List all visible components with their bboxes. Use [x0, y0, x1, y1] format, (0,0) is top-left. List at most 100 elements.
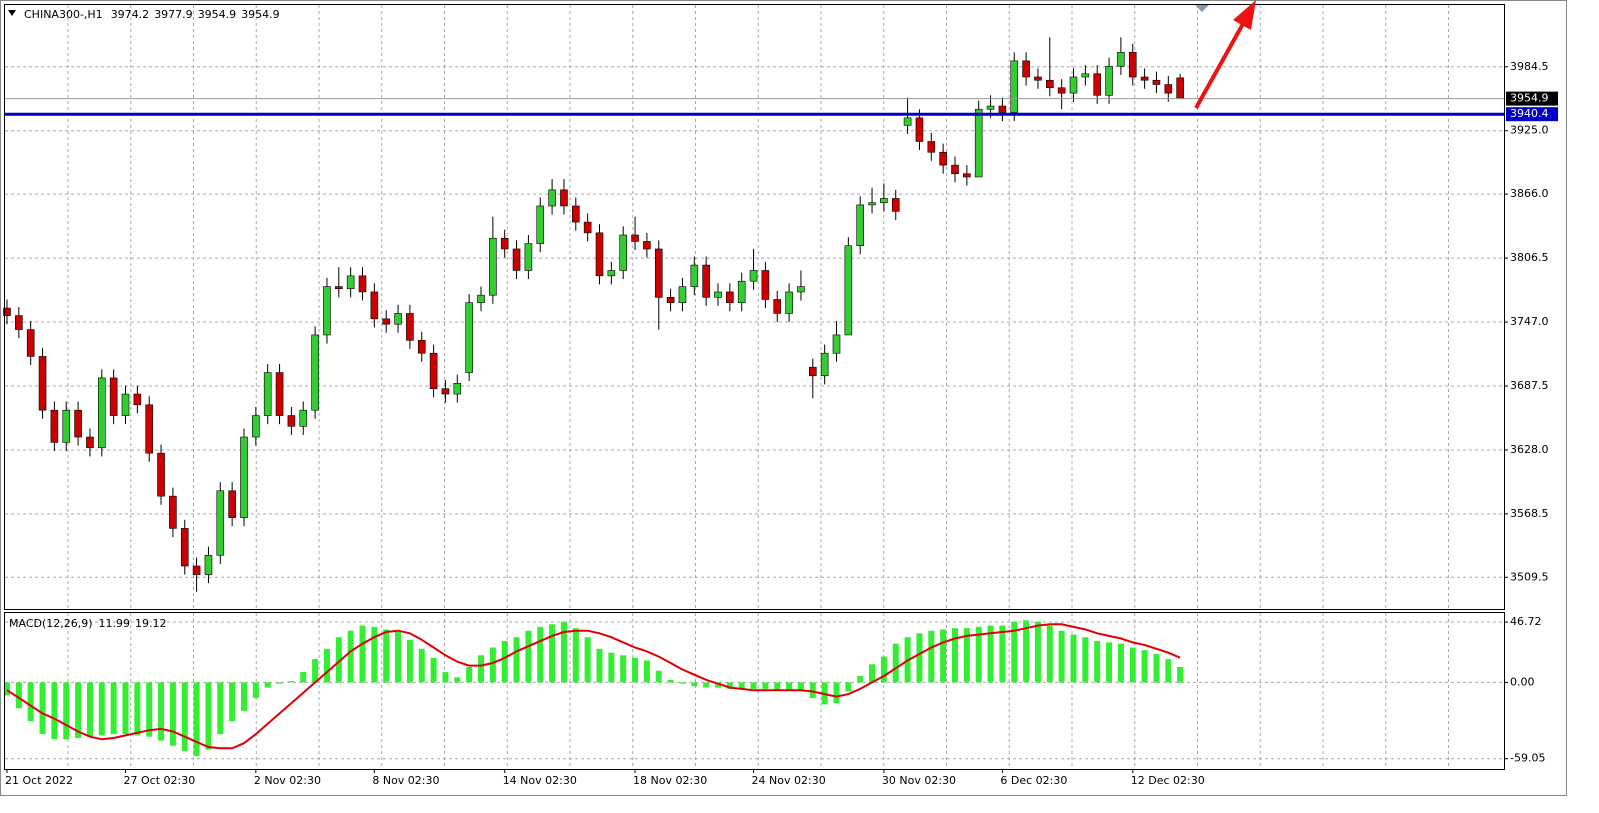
candle-body [489, 237, 497, 296]
macd-histogram-bar [1070, 634, 1077, 683]
macd-histogram-bar [86, 682, 93, 737]
candle-body [820, 352, 829, 377]
macd-histogram-bar [442, 672, 449, 683]
candle-body [880, 198, 888, 204]
y-tick-label: 3806.5 [1510, 251, 1549, 264]
candle-body [903, 117, 912, 126]
candle-body [358, 275, 367, 293]
candle-body [939, 151, 947, 166]
candle-body [86, 436, 94, 449]
header-open: 3974.2 [111, 8, 150, 21]
candle-body [216, 490, 225, 556]
candle-body [749, 270, 758, 282]
candle-body [477, 294, 485, 304]
macd-histogram-bar [323, 648, 330, 683]
candle-body [548, 189, 556, 207]
macd-histogram-bar [525, 630, 532, 683]
candle-body [334, 286, 343, 290]
macd-histogram-bar [300, 672, 307, 683]
macd-histogram-bar [134, 682, 141, 736]
candle-body [797, 286, 805, 293]
candle-body [1164, 84, 1173, 94]
y-tick-label: 3747.0 [1510, 315, 1549, 328]
candle-body [133, 393, 142, 406]
candle-body [145, 404, 153, 454]
candle-body [832, 334, 841, 354]
macd-histogram-bar [869, 664, 876, 683]
macd-histogram-bar [1117, 643, 1124, 683]
macd-histogram-bar [857, 675, 864, 683]
y-tick-label: 3628.0 [1510, 443, 1549, 456]
macd-histogram-bar [98, 682, 105, 736]
macd-histogram-bar [880, 656, 887, 683]
macd-histogram-bar [501, 641, 508, 683]
candle-body [169, 495, 177, 529]
macd-histogram-bar [146, 682, 153, 737]
macd-histogram-bar [620, 655, 627, 683]
candle-body [74, 409, 82, 438]
candle-body [761, 270, 770, 300]
candle-body [974, 108, 983, 178]
macd-histogram-bar [418, 648, 425, 683]
candle-body [1105, 65, 1113, 96]
candle-body [26, 329, 35, 357]
collapse-triangle[interactable] [8, 10, 16, 16]
candle-body [240, 436, 248, 518]
symbol: CHINA300-,H1 [24, 8, 103, 21]
macd-title: MACD(12,26,9) [9, 617, 93, 630]
macd-histogram-bar [395, 632, 402, 683]
macd-histogram-bar [217, 682, 224, 735]
candle-body [370, 291, 379, 320]
macd-histogram-bar [1129, 647, 1136, 683]
header-close: 3954.9 [241, 8, 280, 21]
candle-body [1022, 60, 1030, 78]
y-tick-label: 3509.5 [1510, 570, 1549, 583]
macd-signal-line [6, 623, 1181, 750]
macd-histogram-bar [264, 682, 271, 688]
x-tick-label: 21 Oct 2022 [5, 774, 73, 787]
header-high: 3977.9 [154, 8, 193, 21]
macd-histogram-bar [999, 625, 1006, 683]
macd-histogram-bar [1046, 625, 1053, 683]
x-tick-label: 14 Nov 02:30 [503, 774, 577, 787]
candle-body [62, 409, 71, 443]
candle-body [726, 291, 734, 304]
macd-histogram-bar [1177, 666, 1184, 683]
macd-histogram-bar [833, 682, 840, 704]
candle-body [963, 173, 971, 178]
marks [3, 37, 1504, 757]
candle-body [1128, 51, 1137, 78]
macd-histogram-bar [181, 682, 188, 751]
candle-body [654, 248, 663, 298]
macd-histogram-bar [916, 633, 923, 683]
macd-histogram-bar [632, 657, 639, 683]
candle-body [180, 528, 189, 567]
macd-histogram-bar [205, 682, 212, 750]
macd-histogram-bar [797, 682, 804, 691]
candle-body [109, 377, 118, 416]
macd-histogram-bar [963, 628, 970, 683]
candle-body [571, 205, 580, 223]
candle-body [773, 299, 782, 314]
candle-body [619, 234, 628, 271]
chart-shift-marker[interactable] [1195, 5, 1209, 12]
level-price-box [1506, 107, 1558, 122]
level-price-label: 3940.4 [1510, 107, 1549, 120]
macd-histogram-bar [122, 682, 129, 735]
chart-header: CHINA300-,H1 3974.2 3977.9 3954.9 3954.9 [24, 8, 280, 21]
macd-histogram-bar [1153, 653, 1160, 683]
macd-histogram-bar [1011, 621, 1018, 683]
candle-body [252, 415, 260, 438]
candle-body [643, 241, 651, 250]
candle-body [1046, 79, 1054, 89]
macd-histogram-bar [1094, 641, 1101, 683]
candle-body [500, 237, 509, 250]
macd-histogram-bar [762, 682, 769, 689]
candle-body [417, 340, 426, 354]
macd-histogram-bar [584, 637, 591, 683]
macd-histogram-bar [430, 657, 437, 683]
macd-signal-value: 19.12 [135, 617, 167, 630]
macd-histogram-bar [643, 660, 650, 683]
macd-histogram-bar [513, 637, 520, 683]
